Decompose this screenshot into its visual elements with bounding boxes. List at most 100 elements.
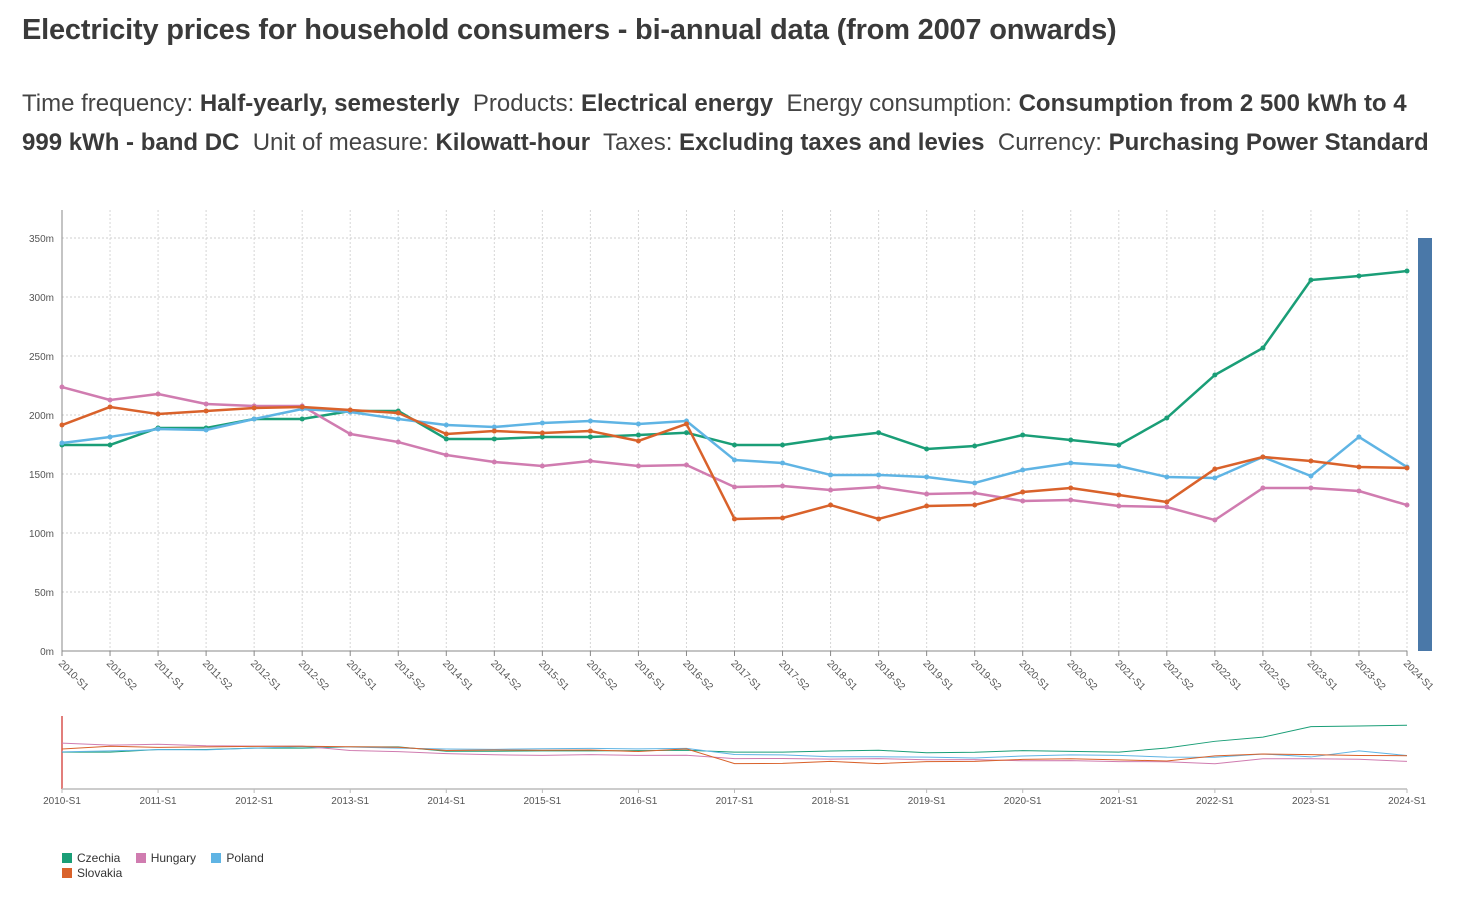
data-point-hungary[interactable] [539, 463, 545, 469]
data-point-czechia[interactable] [1356, 273, 1362, 279]
data-point-hungary[interactable] [635, 463, 641, 469]
data-point-poland[interactable] [491, 424, 497, 430]
data-point-czechia[interactable] [1068, 437, 1074, 443]
data-point-hungary[interactable] [1404, 502, 1410, 508]
data-point-poland[interactable] [1212, 475, 1218, 481]
data-point-poland[interactable] [443, 422, 449, 428]
data-point-slovakia[interactable] [299, 404, 305, 410]
data-point-poland[interactable] [1164, 474, 1170, 480]
data-point-slovakia[interactable] [251, 405, 257, 411]
data-point-slovakia[interactable] [491, 428, 497, 434]
data-point-poland[interactable] [1068, 460, 1074, 466]
data-point-slovakia[interactable] [59, 422, 65, 428]
data-point-poland[interactable] [635, 421, 641, 427]
data-point-czechia[interactable] [107, 442, 113, 448]
data-point-slovakia[interactable] [635, 438, 641, 444]
data-point-czechia[interactable] [1212, 372, 1218, 378]
data-point-poland[interactable] [203, 427, 209, 433]
data-point-poland[interactable] [828, 472, 834, 478]
data-point-slovakia[interactable] [443, 431, 449, 437]
data-point-poland[interactable] [59, 440, 65, 446]
legend-item-hungary[interactable]: Hungary [135, 851, 196, 866]
data-point-czechia[interactable] [587, 434, 593, 440]
data-point-poland[interactable] [1356, 434, 1362, 440]
data-point-czechia[interactable] [972, 443, 978, 449]
data-point-slovakia[interactable] [780, 515, 786, 521]
data-point-czechia[interactable] [876, 430, 882, 436]
data-point-hungary[interactable] [1164, 504, 1170, 510]
data-point-czechia[interactable] [635, 432, 641, 438]
data-point-slovakia[interactable] [1020, 489, 1026, 495]
data-point-hungary[interactable] [683, 462, 689, 468]
data-point-poland[interactable] [155, 426, 161, 432]
data-point-czechia[interactable] [1116, 442, 1122, 448]
legend-item-slovakia[interactable]: Slovakia [62, 866, 122, 881]
data-point-poland[interactable] [780, 460, 786, 466]
data-point-czechia[interactable] [1404, 268, 1410, 274]
data-point-poland[interactable] [587, 418, 593, 424]
data-point-hungary[interactable] [972, 490, 978, 496]
data-point-slovakia[interactable] [1164, 499, 1170, 505]
data-point-hungary[interactable] [107, 397, 113, 403]
data-point-poland[interactable] [1020, 467, 1026, 473]
data-point-hungary[interactable] [1260, 485, 1266, 491]
data-point-hungary[interactable] [1212, 517, 1218, 523]
data-point-hungary[interactable] [347, 431, 353, 437]
data-point-hungary[interactable] [828, 487, 834, 493]
data-point-poland[interactable] [924, 474, 930, 480]
data-point-slovakia[interactable] [1116, 492, 1122, 498]
data-point-slovakia[interactable] [539, 430, 545, 436]
data-point-czechia[interactable] [1020, 432, 1026, 438]
data-point-slovakia[interactable] [395, 410, 401, 416]
data-point-poland[interactable] [251, 416, 257, 422]
data-point-czechia[interactable] [491, 436, 497, 442]
data-point-slovakia[interactable] [1212, 466, 1218, 472]
data-point-slovakia[interactable] [1068, 485, 1074, 491]
data-point-czechia[interactable] [1308, 277, 1314, 283]
data-point-poland[interactable] [876, 472, 882, 478]
data-point-poland[interactable] [1116, 463, 1122, 469]
data-point-hungary[interactable] [1068, 497, 1074, 503]
data-point-slovakia[interactable] [924, 503, 930, 509]
data-point-hungary[interactable] [491, 459, 497, 465]
legend-item-poland[interactable]: Poland [211, 851, 264, 866]
data-point-czechia[interactable] [924, 446, 930, 452]
data-point-slovakia[interactable] [828, 502, 834, 508]
data-point-hungary[interactable] [924, 491, 930, 497]
data-point-poland[interactable] [107, 434, 113, 440]
navigator[interactable]: 2010-S1 2011-S1 2012-S1 2013-S1 2014-S1 2015-… [43, 716, 1426, 807]
data-point-hungary[interactable] [1308, 485, 1314, 491]
data-point-poland[interactable] [1308, 473, 1314, 479]
data-point-slovakia[interactable] [155, 411, 161, 417]
data-point-slovakia[interactable] [972, 502, 978, 508]
data-point-slovakia[interactable] [587, 428, 593, 434]
data-point-slovakia[interactable] [203, 408, 209, 414]
data-point-czechia[interactable] [443, 436, 449, 442]
data-point-czechia[interactable] [1164, 415, 1170, 421]
data-point-hungary[interactable] [1116, 503, 1122, 509]
vertical-scrollbar[interactable] [1418, 238, 1432, 651]
data-point-poland[interactable] [395, 416, 401, 422]
data-point-hungary[interactable] [203, 401, 209, 407]
data-point-hungary[interactable] [1356, 488, 1362, 494]
data-point-hungary[interactable] [587, 458, 593, 464]
data-point-slovakia[interactable] [1308, 458, 1314, 464]
data-point-czechia[interactable] [683, 430, 689, 436]
data-point-czechia[interactable] [828, 435, 834, 441]
data-point-hungary[interactable] [1020, 498, 1026, 504]
data-point-czechia[interactable] [1260, 345, 1266, 351]
data-point-czechia[interactable] [732, 442, 737, 448]
data-point-slovakia[interactable] [1356, 464, 1362, 470]
data-point-slovakia[interactable] [1260, 454, 1266, 460]
data-point-hungary[interactable] [59, 384, 65, 390]
data-point-poland[interactable] [539, 420, 545, 426]
data-point-hungary[interactable] [155, 391, 161, 397]
data-point-czechia[interactable] [539, 434, 545, 440]
data-point-hungary[interactable] [395, 439, 401, 445]
data-point-hungary[interactable] [876, 484, 882, 490]
data-point-hungary[interactable] [780, 483, 786, 489]
data-point-slovakia[interactable] [1404, 465, 1410, 471]
data-point-czechia[interactable] [299, 416, 305, 422]
data-point-czechia[interactable] [780, 442, 786, 448]
data-point-poland[interactable] [732, 457, 737, 463]
